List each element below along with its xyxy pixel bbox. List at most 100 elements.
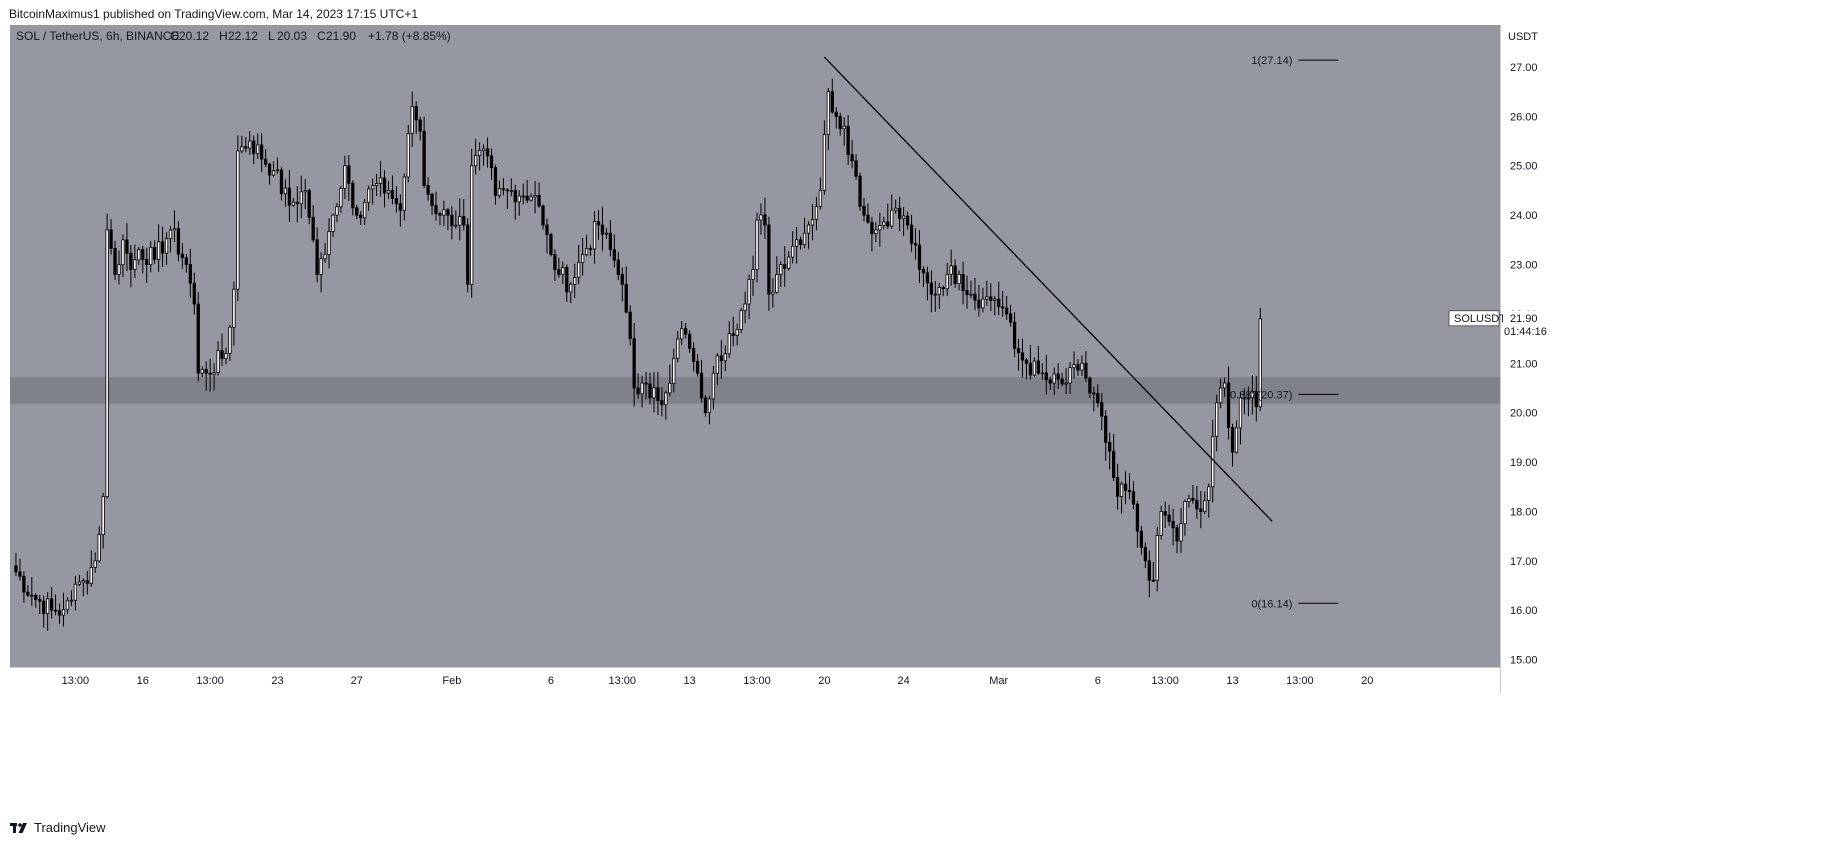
candle-down [917,244,922,270]
candle-down [834,111,838,117]
candle-up [367,188,371,203]
candle-down [422,130,426,186]
candle-up [454,224,458,227]
descending-trendline[interactable] [823,56,1273,522]
candle-up [291,201,295,206]
candle-down [608,232,613,251]
candle-down [965,290,969,295]
candle-down [553,254,557,271]
candle-down [244,146,248,149]
candle-up [1052,373,1056,384]
chart-area[interactable]: 1(27.14) 0.382(20.37) 0(16.14) SOL / Tethe… [10,25,1824,810]
time-tick-label: 13 [684,675,696,687]
fib-label: 0.382(20.37) [1230,389,1292,401]
candle-up [77,581,81,585]
candle-down [129,252,133,270]
symbol-legend: SOL / TetherUS, 6h, BINANCE O 20.12 H 22.12… [16,29,451,43]
candle-up [343,165,347,189]
legend-ohlc-key: C [317,29,326,43]
candle-down [493,167,498,196]
candle-up [652,387,656,399]
candle-up [117,264,121,275]
candle-up [339,187,343,208]
candle-down [1024,359,1029,364]
candle-down [1092,392,1096,395]
candle-up [672,357,676,384]
candles-group [14,78,1262,631]
candle-down [184,257,188,265]
candle-up [901,215,906,220]
candle-up [481,148,486,151]
candle-up [1155,535,1159,581]
footer-bar [0,812,1834,845]
time-axis[interactable]: 13:00 16 13:00 23 27 Feb 6 13:00 13 13:00 20 24 Mar 6… [62,675,1374,687]
candle-down [252,140,256,155]
candle-down [113,247,117,275]
candle-down [798,239,803,245]
candle-down [192,282,196,305]
candle-down [311,216,315,241]
price-tick-label: 26.00 [1510,111,1538,123]
candle-down [565,267,569,293]
price-tick-label: 17.00 [1510,556,1538,568]
candle-up [303,190,307,193]
legend-ohlc-key: H [219,29,228,43]
candle-down [1008,313,1013,323]
candle-down [1005,307,1009,315]
candle-up [739,310,743,330]
tradingview-logo[interactable]: TradingView [10,820,106,835]
candle-down [648,383,652,399]
candle-up [981,298,985,309]
candle-down [1076,364,1080,371]
candle-up [256,144,260,155]
candle-up [842,125,846,130]
candle-down [616,259,620,275]
candle-up [69,599,74,602]
candle-down [513,190,517,203]
candle-down [997,298,1001,308]
candle-up [894,207,898,211]
candle-down [450,214,454,227]
candle-up [1207,486,1211,501]
price-tick-label: 15.00 [1510,655,1538,667]
candle-up [751,269,755,280]
price-tick-label: 27.00 [1510,62,1538,74]
candle-down [18,571,22,577]
candle-up [164,238,169,254]
price-tick-label: 19.00 [1510,457,1538,469]
candle-up [101,496,105,536]
price-tag-countdown: 01:44:16 [1504,326,1547,338]
candle-up [327,231,331,256]
candle-down [188,264,192,284]
price-axis[interactable]: 15.0016.0017.0018.0019.0020.0021.0022.00… [1510,62,1538,667]
time-tick-label: 13:00 [1151,675,1179,687]
candle-up [81,580,85,583]
candle-down [846,125,850,156]
candle-down [1001,306,1005,309]
candle-up [604,232,609,235]
candle-down [703,397,708,414]
candle-up [937,286,941,295]
price-chart[interactable]: 1(27.14) 0.382(20.37) 0(16.14) SOL / Tethe… [10,25,1824,810]
candle-down [267,163,272,176]
currency-label: USDT [1508,31,1538,43]
candle-down [913,243,918,246]
candle-up [410,106,414,134]
legend-ohlc-key: O [170,29,179,43]
candle-down [1100,402,1104,417]
time-tick-label: Feb [442,675,461,687]
candle-down [295,201,299,205]
support-zone [10,377,1500,404]
candle-up [470,165,474,285]
candle-up [676,338,680,359]
candle-up [743,303,747,312]
candle-down [57,610,62,616]
candle-up [61,609,66,616]
candle-down [394,197,399,205]
candle-down [263,158,268,165]
candle-down [145,258,149,266]
candle-up [882,221,886,226]
candle-down [636,387,640,395]
candle-down [390,190,395,199]
candle-down [1139,530,1144,548]
